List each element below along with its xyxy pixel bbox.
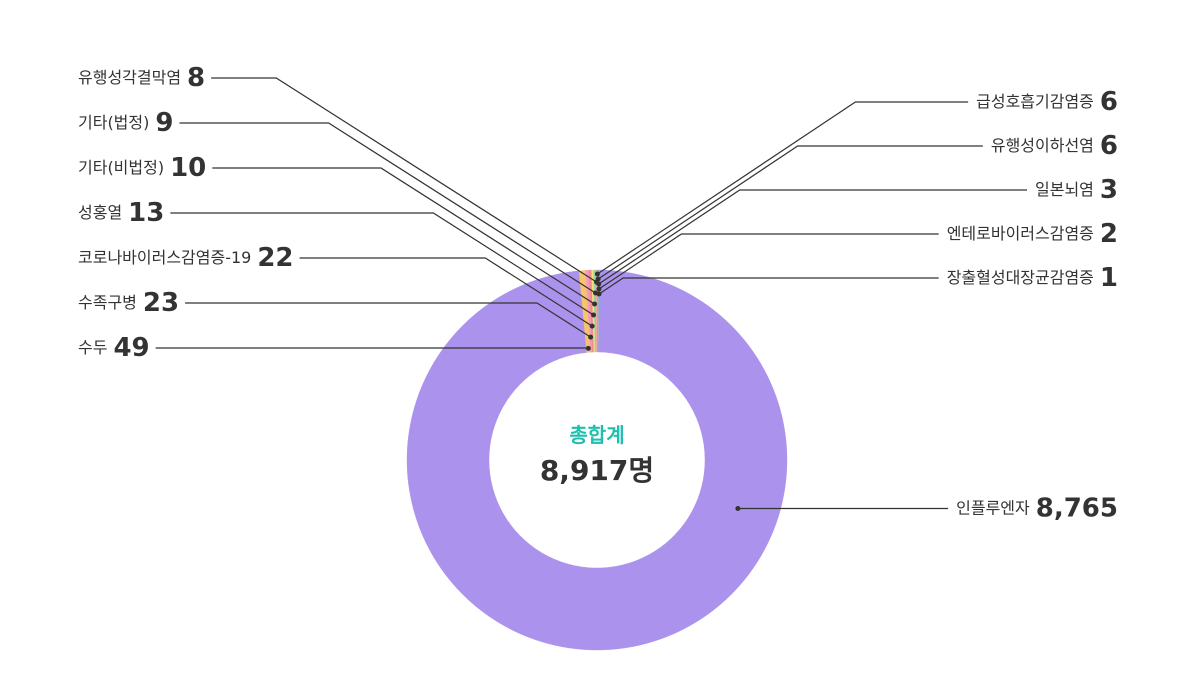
value-label: 1 bbox=[1100, 263, 1118, 293]
category-name: 엔테로바이러스감염증 bbox=[947, 224, 1094, 243]
leader-line bbox=[597, 101, 969, 275]
value-label: 23 bbox=[143, 288, 179, 318]
category-name: 일본뇌염 bbox=[1035, 180, 1094, 199]
category-name: 유행성이하선염 bbox=[991, 136, 1094, 155]
category-name: 코로나바이러스감염증-19 bbox=[78, 248, 251, 267]
leader-line bbox=[299, 257, 593, 327]
leader-line bbox=[598, 277, 939, 295]
leader-dot bbox=[594, 271, 600, 277]
leader-line bbox=[598, 189, 1028, 285]
value-label: 10 bbox=[170, 153, 206, 183]
value-label: 3 bbox=[1100, 175, 1118, 205]
leader-dot bbox=[589, 323, 595, 329]
slice-label: 일본뇌염 3 bbox=[1035, 175, 1118, 205]
category-name: 성홍열 bbox=[78, 203, 122, 222]
slice-label: 수족구병 23 bbox=[78, 288, 179, 318]
center-total: 8,917명 bbox=[540, 454, 654, 487]
slice-label: 성홍열 13 bbox=[78, 198, 164, 228]
leader-dot bbox=[596, 286, 602, 292]
value-label: 6 bbox=[1100, 87, 1118, 117]
center-title: 총합계 bbox=[569, 423, 624, 447]
slice bbox=[406, 269, 788, 651]
slice-label: 엔테로바이러스감염증 2 bbox=[947, 219, 1118, 249]
leader-line bbox=[597, 145, 983, 280]
slices bbox=[406, 269, 788, 651]
leader-line bbox=[170, 212, 594, 316]
category-name: 수두 bbox=[78, 338, 107, 357]
leaders bbox=[155, 77, 1028, 512]
category-name: 수족구병 bbox=[78, 293, 137, 312]
value-label: 22 bbox=[257, 243, 293, 273]
slice-label: 장출혈성대장균감염증 1 bbox=[947, 263, 1118, 293]
slice-label: 유행성각결막염 8 bbox=[78, 63, 205, 93]
leader-dot bbox=[592, 301, 598, 307]
leader-dot bbox=[593, 279, 599, 285]
leader-line bbox=[211, 77, 597, 283]
leader-dot bbox=[588, 334, 594, 340]
leader-line bbox=[598, 233, 939, 290]
category-name: 기타(법정) bbox=[78, 113, 149, 132]
value-label: 9 bbox=[155, 108, 173, 138]
value-label: 49 bbox=[113, 333, 149, 363]
slice bbox=[595, 269, 598, 353]
leader-dot bbox=[593, 290, 599, 296]
category-name: 기타(비법정) bbox=[78, 158, 164, 177]
value-label: 2 bbox=[1100, 219, 1118, 249]
slice-label: 인플루엔자 8,765 bbox=[956, 493, 1118, 523]
slice-label: 기타(비법정) 10 bbox=[78, 153, 206, 183]
value-label: 6 bbox=[1100, 131, 1118, 161]
value-label: 8 bbox=[187, 63, 205, 93]
leader-dot bbox=[735, 506, 741, 512]
value-label: 13 bbox=[128, 198, 164, 228]
category-name: 유행성각결막염 bbox=[78, 68, 181, 87]
slice-label: 기타(법정) 9 bbox=[78, 108, 173, 138]
category-name: 장출혈성대장균감염증 bbox=[947, 268, 1094, 287]
slice-label: 유행성이하선염 6 bbox=[991, 131, 1118, 161]
leader-dot bbox=[591, 312, 597, 318]
leader-line bbox=[185, 302, 591, 338]
value-label: 8,765 bbox=[1036, 493, 1118, 523]
slice-label: 급성호흡기감염증 6 bbox=[976, 87, 1118, 117]
leader-dot bbox=[585, 345, 591, 351]
leader-line bbox=[212, 167, 595, 305]
leader-line bbox=[179, 122, 596, 294]
category-name: 급성호흡기감염증 bbox=[976, 92, 1094, 111]
category-name: 인플루엔자 bbox=[956, 498, 1030, 517]
slice-label: 수두 49 bbox=[78, 333, 150, 363]
slice-label: 코로나바이러스감염증-19 22 bbox=[78, 243, 294, 273]
